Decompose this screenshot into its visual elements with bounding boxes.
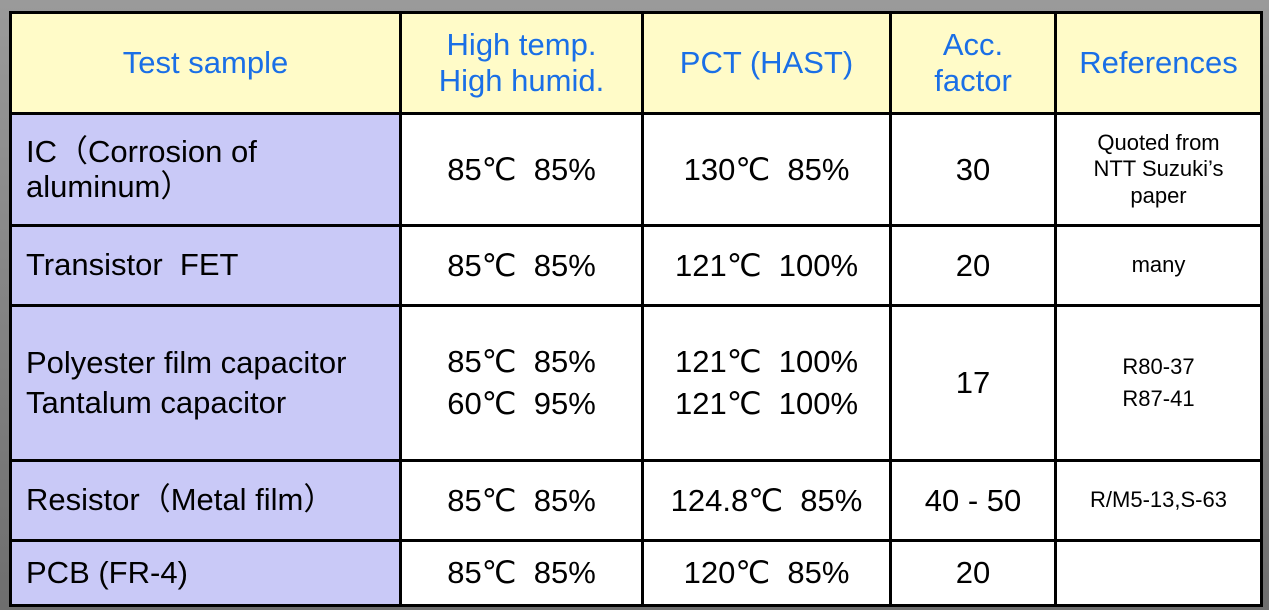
cell-line: R80-37 [1122, 353, 1195, 379]
cell-line: 60℃ 95% [447, 386, 596, 421]
table-row: IC（Corrosion of aluminum） 85℃ 85% 130℃ 85% 3… [9, 112, 1263, 227]
cell-line: 121℃ 100% [674, 247, 859, 283]
refs-cell [1054, 539, 1263, 607]
high-cell: 85℃ 85% [399, 224, 644, 307]
cell-line: paper [1130, 182, 1187, 208]
cell-line: 85℃ 85% [447, 151, 596, 187]
pct-cell: 120℃ 85% [641, 539, 892, 607]
high-cell: 85℃ 85% [399, 112, 644, 227]
cell-line: 121℃ 100% [674, 344, 859, 380]
cell-line: 20 [955, 555, 991, 591]
pct-cell: 124.8℃ 85% [641, 459, 892, 542]
sample-cell: Resistor（Metal film） [9, 459, 402, 542]
cell-line: IC（Corrosion of [26, 134, 257, 170]
refs-cell: R/M5-13,S-63 [1054, 459, 1263, 542]
cell: Test sample [9, 11, 402, 115]
refs-cell: Quoted from NTT Suzuki’s paper [1054, 112, 1263, 227]
sample-cell: PCB (FR-4) [9, 539, 402, 607]
cell: PCT (HAST) [641, 11, 892, 115]
cell-line: 40 - 50 [924, 482, 1022, 518]
sample-cell: Polyester film capacitor Tantalum capacit… [9, 304, 402, 462]
cell-line: 85℃ 85% [447, 344, 596, 380]
cell-line: High humid. [438, 63, 605, 98]
cell-line: R87-41 [1122, 386, 1195, 411]
cell-line: Polyester film capacitor [26, 344, 347, 380]
cell-line: many [1131, 252, 1186, 278]
sample-cell: IC（Corrosion of aluminum） [9, 112, 402, 227]
header-row: Test sample High temp. High humid. PCT (HAS… [9, 11, 1263, 115]
cell-line: 85℃ 85% [447, 482, 596, 518]
cell-line: aluminum） [26, 168, 192, 204]
table-row: Transistor FET 85℃ 85% 121℃ 100% 20 many [9, 224, 1263, 307]
high-cell: 85℃ 85% [399, 539, 644, 607]
acc-cell: 20 [889, 539, 1057, 607]
acc-cell: 30 [889, 112, 1057, 227]
cell-line: PCB (FR-4) [26, 554, 188, 590]
cell-line: High temp. [446, 27, 597, 63]
table-row: Polyester film capacitor Tantalum capacit… [9, 304, 1263, 462]
high-cell: 85℃ 85% 60℃ 95% [399, 304, 644, 462]
cell: Acc. factor [889, 11, 1057, 115]
pct-cell: 121℃ 100% [641, 224, 892, 307]
cell-line: Transistor FET [26, 247, 239, 283]
cell-line: 17 [955, 365, 991, 401]
sample-cell: Transistor FET [9, 224, 402, 307]
pct-cell: 130℃ 85% [641, 112, 892, 227]
cell-line: Quoted from [1097, 129, 1220, 155]
refs-cell: R80-37 R87-41 [1054, 304, 1263, 462]
cell-line: Test sample [122, 45, 289, 81]
refs-cell: many [1054, 224, 1263, 307]
cell-line: References [1079, 45, 1238, 81]
acc-cell: 20 [889, 224, 1057, 307]
cell-line: Tantalum capacitor [26, 385, 287, 420]
cell-line: PCT (HAST) [679, 45, 854, 81]
acc-cell: 40 - 50 [889, 459, 1057, 542]
cell-line: factor [934, 63, 1012, 98]
table-body: Test sample High temp. High humid. PCT (HAS… [9, 11, 1263, 607]
table-row: PCB (FR-4) 85℃ 85% 120℃ 85% 20 [9, 539, 1263, 607]
cell-line: Resistor（Metal film） [26, 482, 335, 518]
cell-line: 20 [955, 247, 991, 283]
high-cell: 85℃ 85% [399, 459, 644, 542]
cell-line: 30 [955, 151, 991, 187]
cell-line: R/M5-13,S-63 [1090, 487, 1227, 513]
cell-line: 130℃ 85% [683, 151, 850, 187]
cell-line: 121℃ 100% [674, 386, 859, 421]
table: Test sample High temp. High humid. PCT (HAS… [9, 11, 1263, 607]
cell: High temp. High humid. [399, 11, 644, 115]
cell-line: 124.8℃ 85% [670, 482, 863, 518]
cell-line: 85℃ 85% [447, 555, 596, 591]
pct-cell: 121℃ 100% 121℃ 100% [641, 304, 892, 462]
cell: References [1054, 11, 1263, 115]
table-wrapper: Test sample High temp. High humid. PCT (HAS… [9, 11, 1263, 607]
acc-cell: 17 [889, 304, 1057, 462]
cell-line: 120℃ 85% [683, 555, 850, 591]
cell-line: 85℃ 85% [447, 247, 596, 283]
cell-line: NTT Suzuki’s [1093, 156, 1224, 182]
table-row: Resistor（Metal film） 85℃ 85% 124.8℃ 85% 40 … [9, 459, 1263, 542]
cell-line: Acc. [942, 27, 1004, 63]
